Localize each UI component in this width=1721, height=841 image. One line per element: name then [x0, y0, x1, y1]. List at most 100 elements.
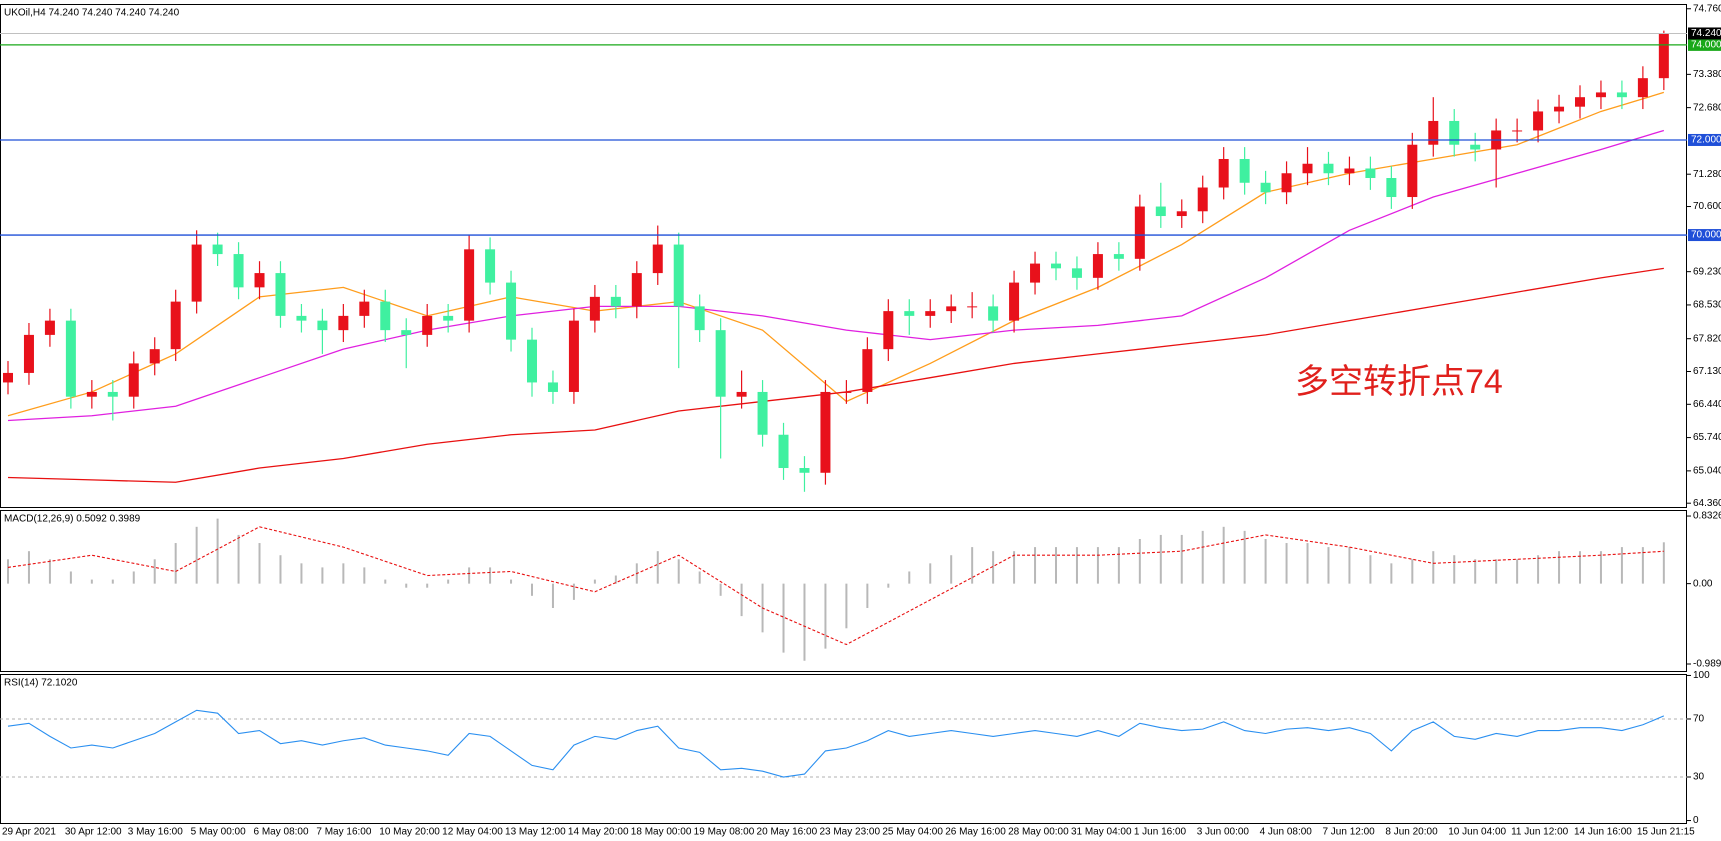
- y-tick-label: -0.9897: [1693, 659, 1721, 670]
- x-tick-label: 8 Jun 20:00: [1385, 827, 1438, 838]
- x-tick-label: 31 May 04:00: [1071, 827, 1132, 838]
- candle-body: [757, 391, 768, 435]
- candle-body: [1637, 78, 1648, 98]
- x-tick-label: 29 Apr 2021: [2, 827, 56, 838]
- moving-average: [7, 129, 1665, 422]
- candle-body: [128, 363, 139, 397]
- annotation: 多空转折点74: [1295, 363, 1503, 401]
- candle-body: [1365, 168, 1376, 179]
- candle-body: [1575, 97, 1585, 107]
- candle-body: [1239, 158, 1250, 183]
- panel-plot: [7, 518, 1665, 661]
- candle-body: [883, 311, 894, 350]
- candle-body: [736, 391, 747, 397]
- candle-body: [1197, 187, 1208, 212]
- x-tick-label: 1 Jun 16:00: [1134, 827, 1187, 838]
- y-tick-label: 68.530: [1693, 300, 1721, 311]
- candle-body: [715, 330, 726, 397]
- level-label: 70.000: [1691, 230, 1721, 241]
- candle-body: [3, 372, 13, 383]
- candle-body: [631, 273, 642, 307]
- x-tick-label: 25 May 04:00: [882, 827, 943, 838]
- x-tick-label: 13 May 12:00: [505, 827, 566, 838]
- panel-frame: [0, 510, 1687, 672]
- x-tick-label: 19 May 08:00: [694, 827, 755, 838]
- candle-body: [1009, 282, 1020, 321]
- y-tick-label: 30: [1693, 772, 1705, 783]
- candle-body: [841, 391, 852, 393]
- candle-body: [1554, 106, 1565, 112]
- y-tick-label: 100: [1693, 670, 1710, 681]
- candle-body: [1134, 206, 1145, 259]
- candle-body: [610, 296, 621, 307]
- candle-body: [1595, 92, 1606, 98]
- y-tick-label: 69.230: [1693, 266, 1721, 277]
- candle-body: [275, 273, 286, 316]
- candle-body: [568, 320, 579, 392]
- y-tick-label: 70.600: [1693, 201, 1721, 212]
- candle-body: [988, 306, 999, 321]
- candle-body: [925, 311, 936, 316]
- candle-body: [652, 244, 663, 274]
- y-tick-label: 73.380: [1693, 69, 1721, 80]
- current-price-tag: [1688, 27, 1721, 40]
- candle-body: [1281, 173, 1292, 193]
- candle-body: [1218, 158, 1229, 188]
- signal-line: [7, 526, 1664, 646]
- candle-body: [820, 391, 831, 473]
- panel-frame: [0, 674, 1687, 824]
- candle-body: [359, 301, 370, 316]
- candle-body: [1386, 178, 1397, 198]
- candle-body: [170, 301, 181, 350]
- y-tick-label: 0: [1693, 815, 1699, 826]
- level-tag: [1688, 229, 1721, 242]
- candle-body: [1616, 92, 1627, 98]
- candle-body: [1407, 144, 1418, 198]
- candle-body: [778, 434, 789, 469]
- candle-body: [506, 282, 517, 340]
- candle-body: [1512, 130, 1523, 132]
- y-tick-label: 67.820: [1693, 333, 1721, 344]
- x-tick-label: 26 May 16:00: [945, 827, 1006, 838]
- y-tick-label: 64.360: [1693, 498, 1721, 509]
- candle-body: [86, 391, 97, 397]
- x-tick-label: 28 May 00:00: [1008, 827, 1069, 838]
- level-tag: [1688, 38, 1721, 51]
- candle-body: [1092, 254, 1103, 278]
- panel-frame: [0, 4, 1687, 508]
- x-tick-label: 14 Jun 16:00: [1574, 827, 1632, 838]
- candle-body: [212, 244, 223, 255]
- x-tick-label: 12 May 04:00: [442, 827, 503, 838]
- candle-body: [1302, 163, 1313, 174]
- candle-body: [254, 273, 265, 288]
- candle-body: [1470, 144, 1481, 150]
- current-price-label: 74.240: [1691, 28, 1721, 39]
- y-tick-label: 65.040: [1693, 466, 1721, 477]
- level-tag: [1688, 133, 1721, 146]
- panel-title: MACD(12,26,9) 0.5092 0.3989: [4, 514, 141, 525]
- y-tick-label: 74.760: [1693, 3, 1721, 14]
- candle-body: [862, 349, 873, 392]
- x-tick-label: 11 Jun 12:00: [1511, 827, 1569, 838]
- candle-body: [527, 339, 537, 383]
- candle-body: [1155, 206, 1166, 217]
- level-label: 72.000: [1691, 135, 1721, 146]
- candle-body: [296, 315, 307, 321]
- x-tick-label: 4 Jun 08:00: [1260, 827, 1313, 838]
- panel-title: RSI(14) 72.1020: [4, 678, 78, 689]
- x-tick-label: 14 May 20:00: [568, 827, 629, 838]
- candle-body: [401, 330, 412, 335]
- candle-body: [904, 311, 915, 316]
- candle-body: [233, 254, 244, 288]
- y-tick-label: 67.130: [1693, 366, 1721, 377]
- candle-body: [1449, 120, 1460, 145]
- y-tick-label: 71.280: [1693, 169, 1721, 180]
- x-tick-label: 7 Jun 12:00: [1322, 827, 1375, 838]
- y-tick-label: 66.440: [1693, 399, 1721, 410]
- candle-body: [1071, 268, 1082, 278]
- candle-body: [967, 306, 978, 308]
- panel-plot: [3, 30, 1669, 492]
- x-tick-label: 7 May 16:00: [316, 827, 371, 838]
- candle-body: [422, 315, 433, 335]
